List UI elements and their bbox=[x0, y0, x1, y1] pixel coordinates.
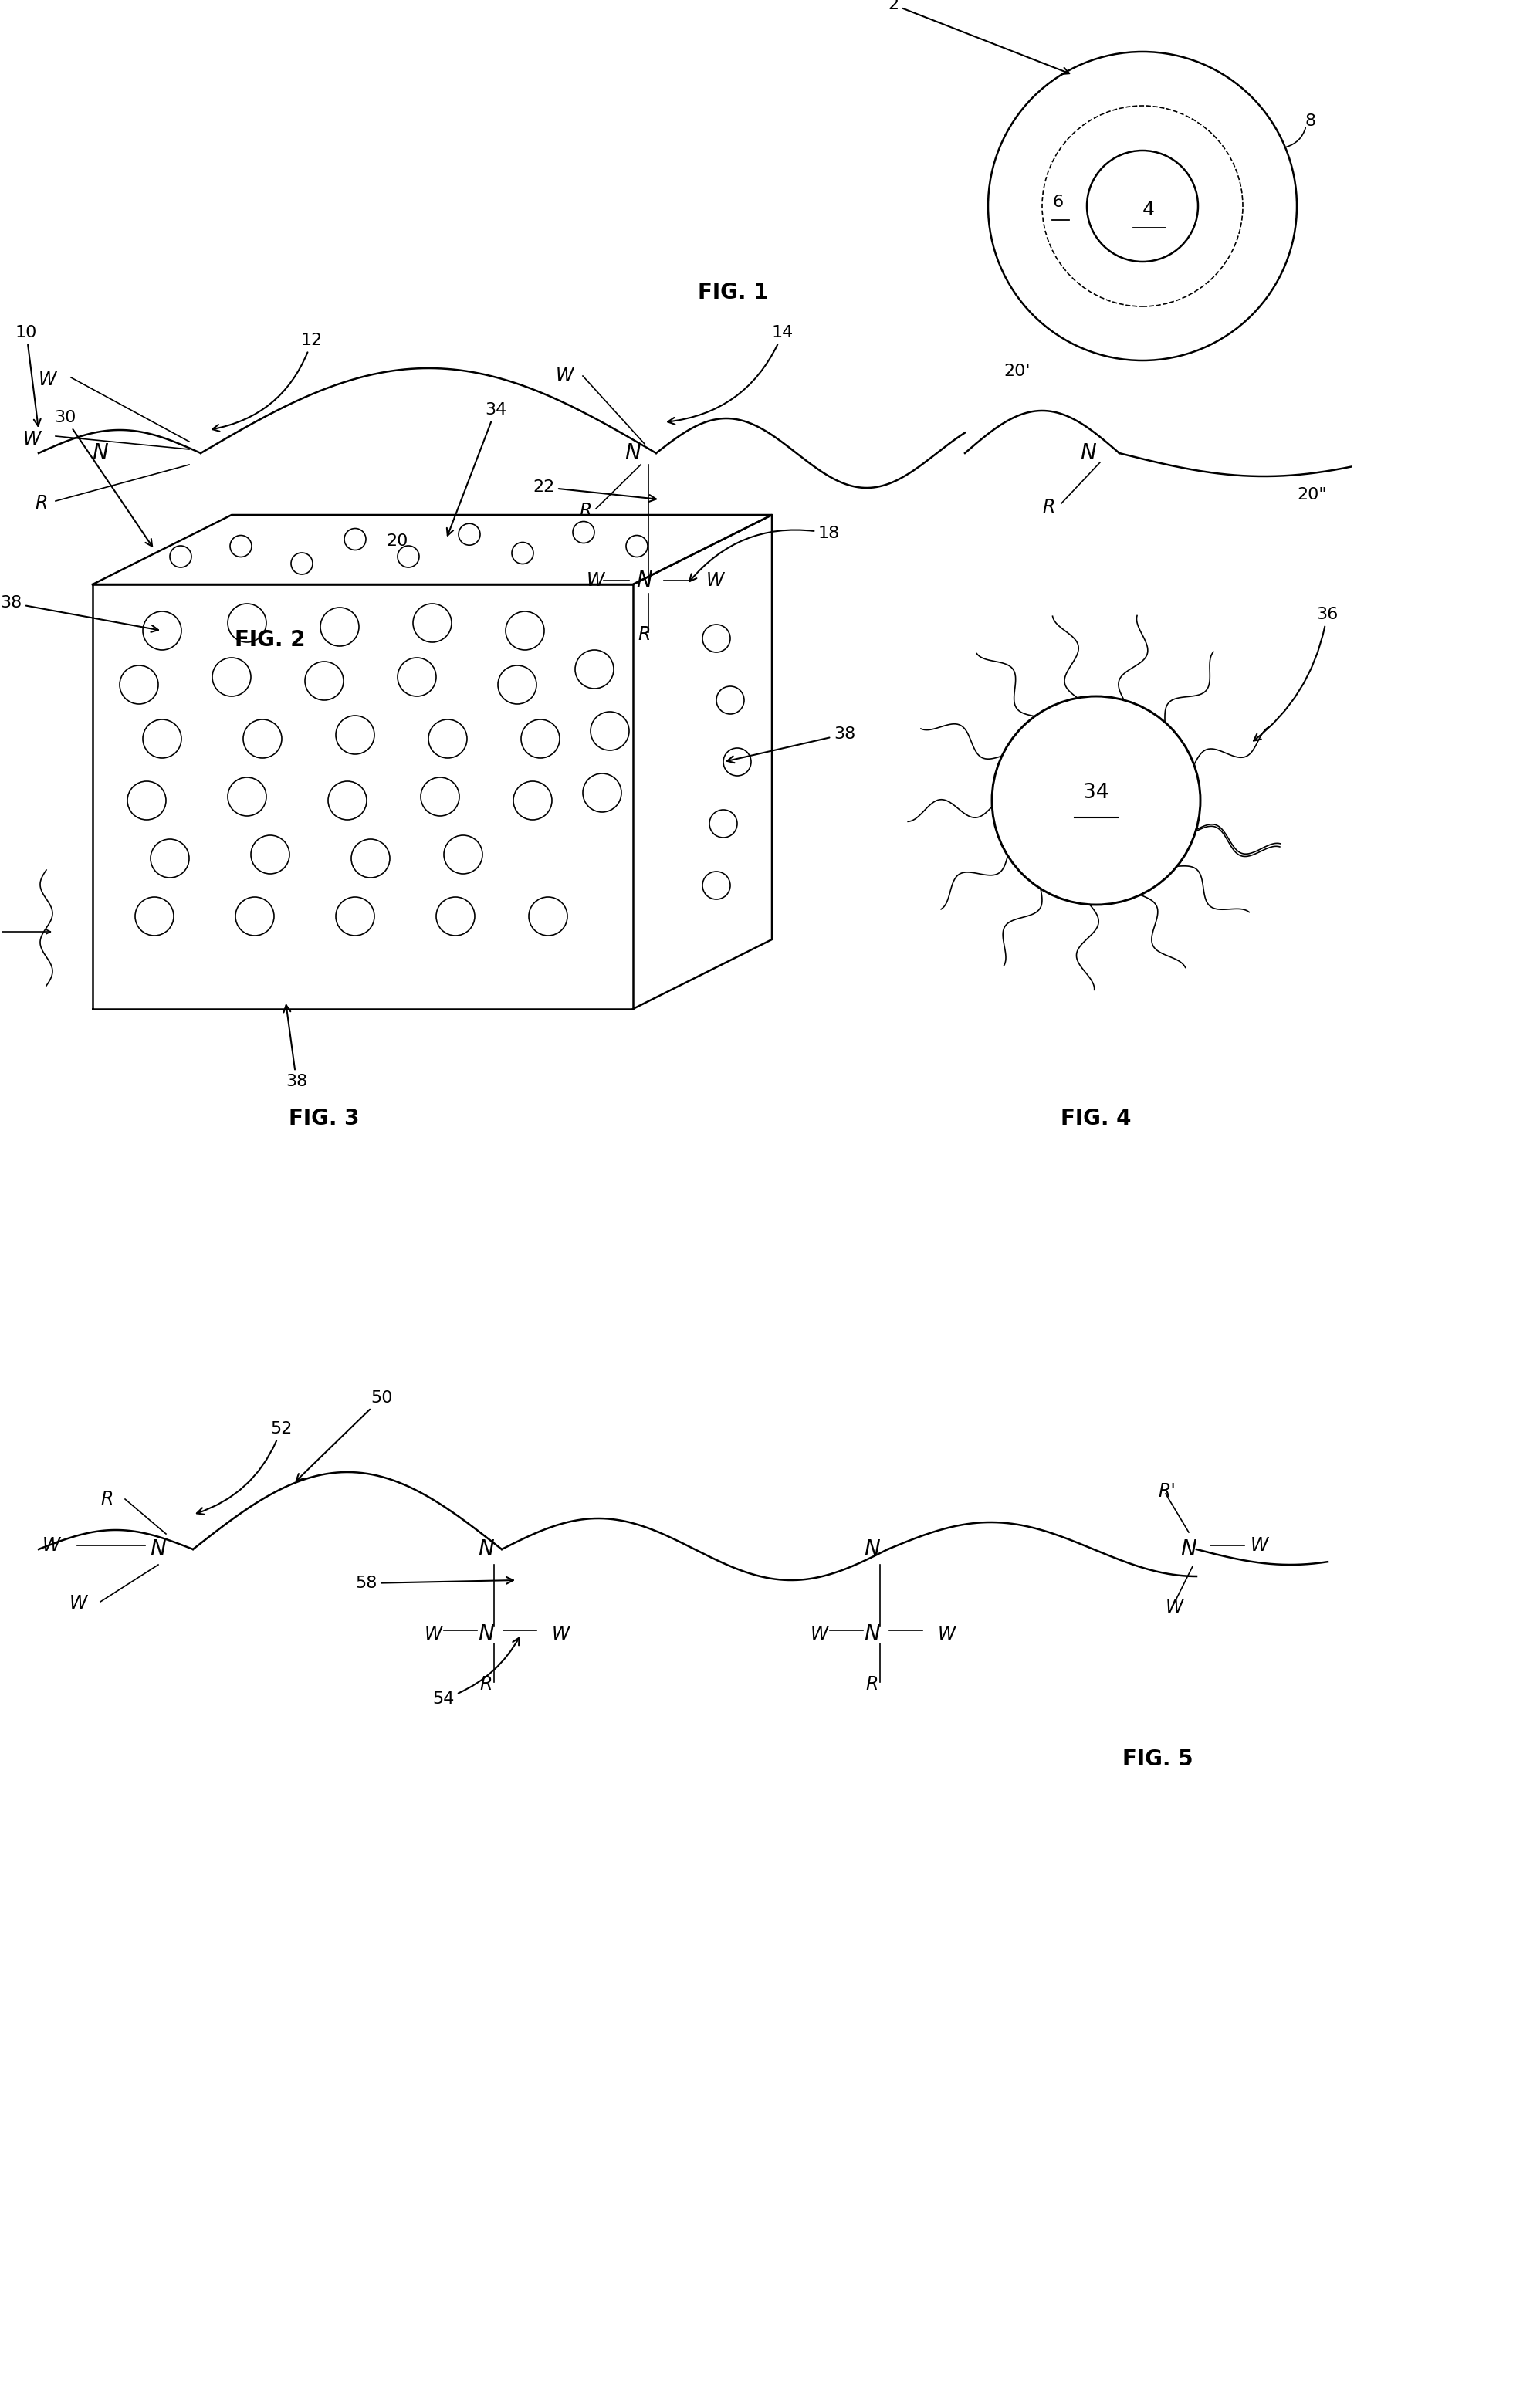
Text: R: R bbox=[100, 1489, 112, 1508]
Text: N: N bbox=[92, 443, 108, 465]
Text: W: W bbox=[551, 1625, 570, 1644]
Text: N: N bbox=[479, 1623, 494, 1644]
Text: R: R bbox=[480, 1675, 493, 1694]
Text: W: W bbox=[810, 1625, 829, 1644]
Text: N: N bbox=[636, 570, 653, 591]
Text: W: W bbox=[23, 429, 42, 448]
Text: 30: 30 bbox=[54, 410, 152, 546]
Text: 38: 38 bbox=[0, 596, 159, 631]
Text: W: W bbox=[69, 1594, 88, 1613]
Text: N: N bbox=[479, 1539, 494, 1561]
Text: 2: 2 bbox=[887, 0, 1069, 74]
Text: N: N bbox=[1081, 443, 1096, 465]
Text: FIG. 2: FIG. 2 bbox=[236, 629, 305, 651]
Text: 54: 54 bbox=[433, 1637, 519, 1706]
Text: W: W bbox=[556, 367, 574, 386]
Text: 34: 34 bbox=[447, 403, 507, 536]
Text: FIG. 4: FIG. 4 bbox=[1061, 1108, 1132, 1130]
Text: 50: 50 bbox=[296, 1389, 393, 1480]
Text: W: W bbox=[425, 1625, 442, 1644]
Text: 10: 10 bbox=[15, 324, 40, 427]
Text: 8: 8 bbox=[1304, 114, 1315, 129]
Text: 6: 6 bbox=[1052, 195, 1063, 210]
Text: N: N bbox=[864, 1539, 881, 1561]
Text: FIG. 5: FIG. 5 bbox=[1123, 1749, 1194, 1771]
Text: W: W bbox=[707, 572, 724, 589]
Text: W: W bbox=[1250, 1537, 1269, 1554]
Text: 18: 18 bbox=[690, 527, 839, 581]
Text: R: R bbox=[638, 624, 651, 643]
Text: 38: 38 bbox=[283, 1006, 308, 1089]
Text: N: N bbox=[1181, 1539, 1197, 1561]
Text: W: W bbox=[38, 369, 57, 388]
Text: W: W bbox=[938, 1625, 956, 1644]
Text: 34: 34 bbox=[1083, 782, 1109, 803]
Text: FIG. 3: FIG. 3 bbox=[290, 1108, 359, 1130]
Text: 12: 12 bbox=[213, 334, 323, 431]
Text: 36: 36 bbox=[1254, 608, 1338, 741]
Text: R: R bbox=[1043, 498, 1055, 517]
Text: N: N bbox=[151, 1539, 166, 1561]
Text: 20': 20' bbox=[1004, 365, 1030, 379]
Text: R': R' bbox=[1158, 1482, 1175, 1501]
Text: N: N bbox=[864, 1623, 881, 1644]
Text: 14: 14 bbox=[668, 324, 793, 424]
Text: W: W bbox=[587, 572, 605, 589]
Text: FIG. 1: FIG. 1 bbox=[698, 281, 768, 303]
Text: R: R bbox=[579, 503, 591, 519]
Text: R: R bbox=[865, 1675, 879, 1694]
Text: N: N bbox=[625, 443, 641, 465]
Text: 22: 22 bbox=[533, 479, 656, 503]
Text: 20: 20 bbox=[387, 534, 408, 548]
Text: R: R bbox=[35, 493, 48, 512]
Text: 20": 20" bbox=[1297, 486, 1326, 503]
Text: 52: 52 bbox=[197, 1420, 293, 1516]
Text: 38: 38 bbox=[727, 727, 856, 763]
Text: 58: 58 bbox=[356, 1575, 513, 1592]
Text: W: W bbox=[1166, 1599, 1184, 1616]
Text: W: W bbox=[43, 1537, 60, 1554]
Text: 4: 4 bbox=[1143, 200, 1155, 219]
